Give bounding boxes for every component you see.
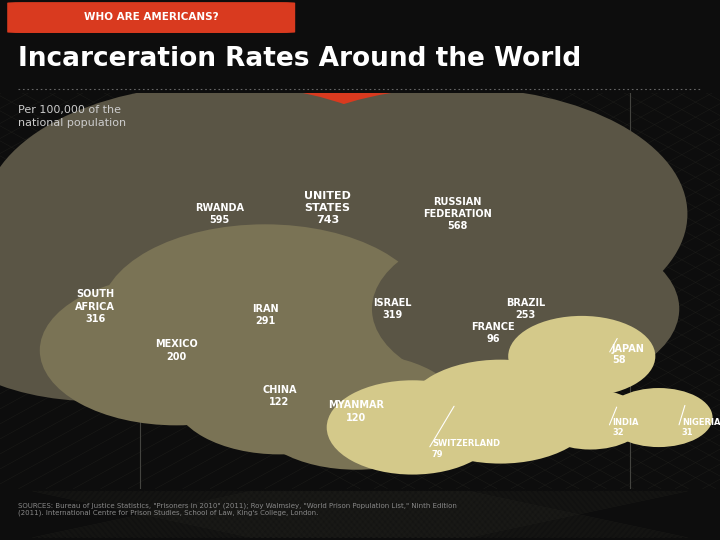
Circle shape (251, 354, 462, 470)
Circle shape (406, 360, 595, 463)
Text: CHINA
122: CHINA 122 (262, 384, 297, 407)
Circle shape (508, 316, 655, 397)
Circle shape (40, 275, 313, 426)
Text: UNITED
STATES
743: UNITED STATES 743 (304, 191, 351, 226)
Circle shape (64, 64, 591, 353)
Text: ISRAEL
319: ISRAEL 319 (373, 298, 412, 320)
Circle shape (0, 213, 266, 401)
FancyBboxPatch shape (7, 2, 295, 33)
Circle shape (605, 388, 713, 447)
Circle shape (372, 225, 679, 393)
Text: IRAN
291: IRAN 291 (252, 303, 278, 326)
Circle shape (327, 380, 498, 475)
Circle shape (100, 224, 430, 405)
Text: SOURCES: Bureau of Justice Statistics, "Prisoners in 2010" (2011); Roy Walmsley,: SOURCES: Bureau of Justice Statistics, "… (18, 502, 457, 516)
Text: BRAZIL
253: BRAZIL 253 (506, 298, 545, 320)
Text: FRANCE
96: FRANCE 96 (472, 322, 515, 344)
Text: SOUTH
AFRICA
316: SOUTH AFRICA 316 (75, 289, 115, 325)
Text: INDIA
32: INDIA 32 (612, 418, 639, 437)
Text: RUSSIAN
FEDERATION
568: RUSSIAN FEDERATION 568 (423, 197, 492, 231)
Text: NIGERIA
31: NIGERIA 31 (682, 418, 720, 437)
Circle shape (0, 85, 455, 343)
Text: JAPAN
58: JAPAN 58 (612, 343, 645, 365)
Circle shape (536, 389, 645, 449)
Text: Per 100,000 of the
national population: Per 100,000 of the national population (18, 105, 126, 129)
Text: Incarceration Rates Around the World: Incarceration Rates Around the World (18, 46, 581, 72)
Circle shape (227, 87, 688, 340)
Text: RWANDA
595: RWANDA 595 (195, 203, 244, 225)
Circle shape (173, 338, 386, 454)
Text: WHO ARE AMERICANS?: WHO ARE AMERICANS? (84, 12, 218, 22)
Text: SWITZERLAND
79: SWITZERLAND 79 (432, 440, 500, 459)
Text: MYANMAR
120: MYANMAR 120 (328, 401, 384, 423)
Circle shape (220, 214, 565, 403)
Text: MEXICO
200: MEXICO 200 (155, 339, 198, 362)
